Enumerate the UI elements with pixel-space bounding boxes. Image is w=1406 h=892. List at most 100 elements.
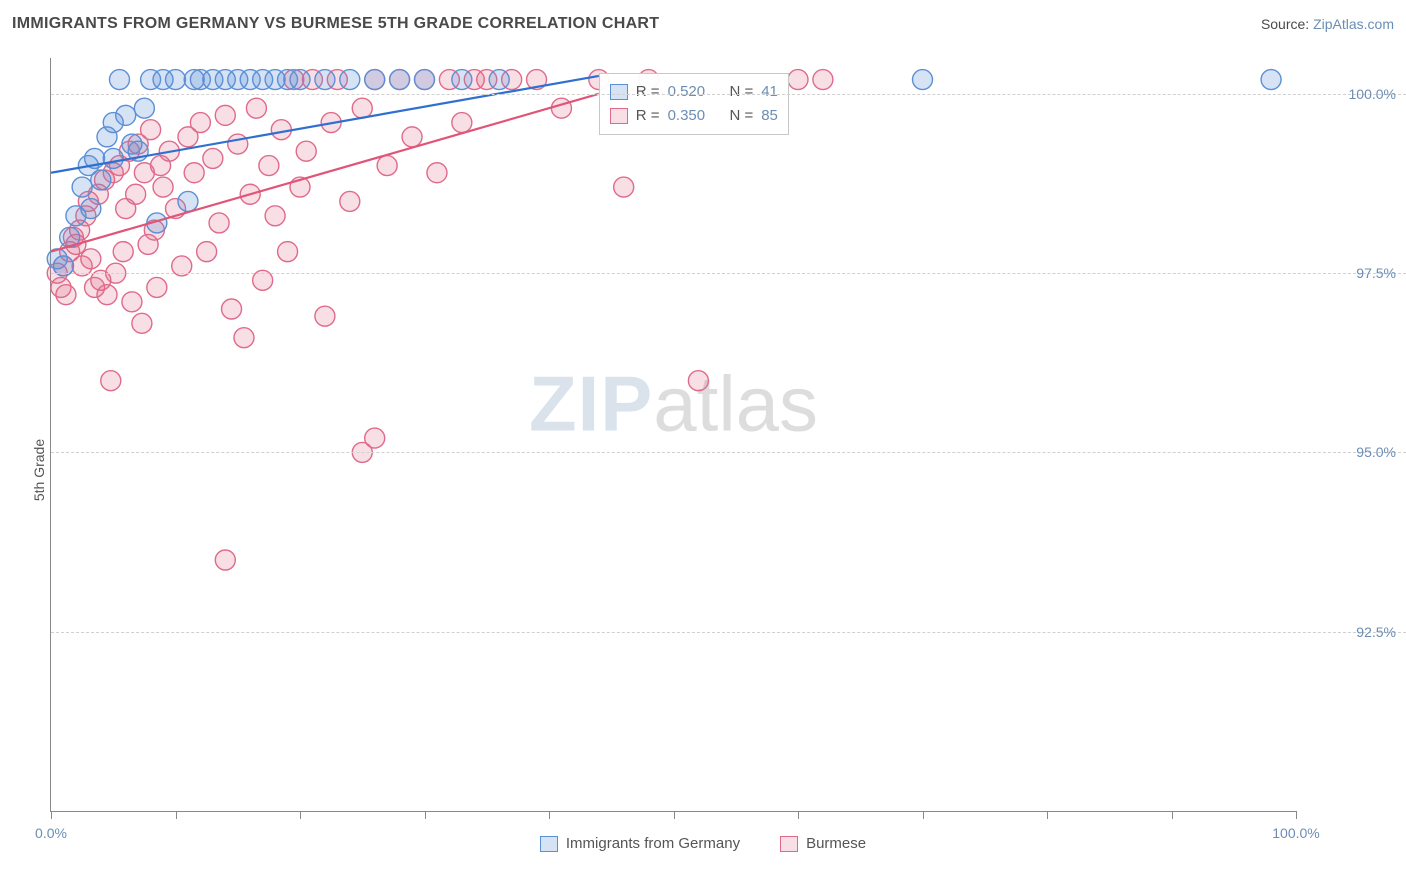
- scatter-point: [72, 177, 92, 197]
- legend-n-label: N =: [729, 104, 753, 128]
- scatter-point: [56, 285, 76, 305]
- scatter-point: [427, 163, 447, 183]
- scatter-point: [452, 113, 472, 133]
- legend-r-label: R =: [636, 80, 660, 104]
- series-legend-label: Immigrants from Germany: [566, 835, 740, 852]
- scatter-svg: [51, 58, 1296, 811]
- x-tick: [798, 811, 799, 819]
- scatter-point: [203, 148, 223, 168]
- scatter-point: [141, 120, 161, 140]
- scatter-point: [259, 156, 279, 176]
- legend-swatch-icon: [540, 836, 558, 852]
- scatter-point: [390, 70, 410, 90]
- scatter-point: [113, 242, 133, 262]
- scatter-point: [315, 70, 335, 90]
- scatter-point: [402, 127, 422, 147]
- y-tick-label: 92.5%: [1306, 624, 1396, 640]
- scatter-point: [340, 70, 360, 90]
- scatter-point: [222, 299, 242, 319]
- scatter-point: [184, 163, 204, 183]
- series-legend-item: Immigrants from Germany: [540, 835, 740, 852]
- scatter-point: [296, 141, 316, 161]
- x-tick: [176, 811, 177, 819]
- series-legend: Immigrants from Germany Burmese: [0, 835, 1406, 852]
- regression-line: [51, 76, 599, 173]
- scatter-point: [103, 148, 123, 168]
- y-tick-label: 95.0%: [1306, 444, 1396, 460]
- scatter-point: [81, 199, 101, 219]
- scatter-point: [551, 98, 571, 118]
- scatter-point: [109, 70, 129, 90]
- scatter-point: [228, 134, 248, 154]
- scatter-point: [134, 98, 154, 118]
- scatter-point: [278, 242, 298, 262]
- scatter-point: [209, 213, 229, 233]
- x-tick: [549, 811, 550, 819]
- legend-n-value: 85: [761, 104, 778, 128]
- scatter-point: [190, 113, 210, 133]
- legend-row: R = 0.520 N = 41: [610, 80, 778, 104]
- scatter-point: [91, 170, 111, 190]
- scatter-point: [197, 242, 217, 262]
- scatter-point: [147, 277, 167, 297]
- scatter-point: [178, 191, 198, 211]
- legend-row: R = 0.350 N = 85: [610, 104, 778, 128]
- scatter-point: [290, 70, 310, 90]
- scatter-point: [365, 70, 385, 90]
- scatter-point: [126, 184, 146, 204]
- x-tick: [51, 811, 52, 819]
- scatter-point: [365, 428, 385, 448]
- plot-region: ZIPatlas R = 0.520 N = 41 R = 0.350 N = …: [50, 58, 1296, 812]
- scatter-point: [166, 70, 186, 90]
- scatter-point: [116, 105, 136, 125]
- scatter-point: [265, 206, 285, 226]
- chart-title: IMMIGRANTS FROM GERMANY VS BURMESE 5TH G…: [12, 15, 659, 33]
- scatter-point: [352, 98, 372, 118]
- x-tick: [1172, 811, 1173, 819]
- gridline: [51, 94, 1406, 95]
- scatter-point: [415, 70, 435, 90]
- series-legend-label: Burmese: [806, 835, 866, 852]
- legend-r-label: R =: [636, 104, 660, 128]
- x-tick: [1047, 811, 1048, 819]
- scatter-point: [813, 70, 833, 90]
- chart-header: IMMIGRANTS FROM GERMANY VS BURMESE 5TH G…: [0, 0, 1406, 48]
- scatter-point: [122, 292, 142, 312]
- scatter-point: [246, 98, 266, 118]
- scatter-point: [614, 177, 634, 197]
- y-axis-label: 5th Grade: [31, 439, 47, 501]
- legend-swatch-icon: [610, 84, 628, 100]
- legend-r-value: 0.350: [668, 104, 706, 128]
- source-label: Source:: [1261, 16, 1309, 32]
- legend-swatch-icon: [780, 836, 798, 852]
- scatter-point: [97, 285, 117, 305]
- chart-area: 5th Grade ZIPatlas R = 0.520 N = 41 R = …: [0, 48, 1406, 892]
- scatter-point: [452, 70, 472, 90]
- y-tick-label: 100.0%: [1306, 86, 1396, 102]
- scatter-point: [489, 70, 509, 90]
- legend-r-value: 0.520: [668, 80, 706, 104]
- correlation-legend: R = 0.520 N = 41 R = 0.350 N = 85: [599, 73, 789, 135]
- scatter-point: [788, 70, 808, 90]
- legend-swatch-icon: [610, 108, 628, 124]
- scatter-point: [132, 313, 152, 333]
- scatter-point: [913, 70, 933, 90]
- legend-n-value: 41: [761, 80, 778, 104]
- gridline: [51, 632, 1406, 633]
- x-tick: [923, 811, 924, 819]
- source-link[interactable]: ZipAtlas.com: [1313, 16, 1394, 32]
- scatter-point: [1261, 70, 1281, 90]
- gridline: [51, 452, 1406, 453]
- scatter-point: [688, 371, 708, 391]
- scatter-point: [340, 191, 360, 211]
- scatter-point: [377, 156, 397, 176]
- scatter-point: [215, 550, 235, 570]
- scatter-point: [153, 177, 173, 197]
- scatter-point: [315, 306, 335, 326]
- scatter-point: [101, 371, 121, 391]
- x-tick: [1296, 811, 1297, 819]
- series-legend-item: Burmese: [780, 835, 866, 852]
- gridline: [51, 273, 1406, 274]
- legend-n-label: N =: [729, 80, 753, 104]
- y-tick-label: 97.5%: [1306, 265, 1396, 281]
